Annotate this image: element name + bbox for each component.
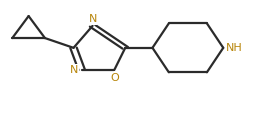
Text: N: N xyxy=(88,14,97,24)
Text: O: O xyxy=(110,73,119,83)
Text: N: N xyxy=(70,65,79,75)
Text: NH: NH xyxy=(226,43,243,53)
